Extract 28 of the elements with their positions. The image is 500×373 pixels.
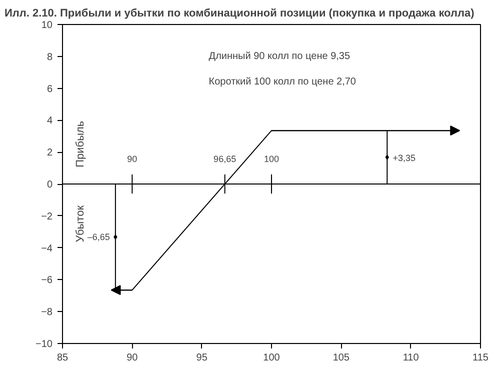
chart-title: Илл. 2.10. Прибыли и убытки по комбинационной позиции (покупка и продажа колла) (4, 8, 475, 20)
y-tick-label: 0 (46, 180, 53, 190)
y-tick-label: 2 (46, 148, 53, 159)
x-tick-label: 90 (126, 352, 138, 364)
y-tick-label: 4 (46, 116, 53, 127)
annotation: 100 (264, 154, 280, 164)
x-tick-label: 100 (263, 352, 280, 364)
y-axis-title: Прибыль (74, 120, 86, 168)
x-tick-label: 110 (402, 352, 420, 364)
y-tick-label: −4 (41, 243, 53, 254)
x-tick-label: 95 (196, 352, 208, 364)
annotation: 96,65 (214, 154, 236, 164)
x-tick-label: 105 (332, 352, 350, 364)
y-tick-label: 6 (46, 84, 53, 95)
annotation: +3,35 (392, 152, 416, 163)
y-tick-label: 10 (41, 20, 53, 31)
annotation: Короткий 100 колл по цене 2,70 (208, 76, 356, 88)
x-tick-label: 115 (472, 352, 489, 364)
annotation: 90 (127, 154, 138, 164)
y-tick-label: −2 (41, 211, 53, 222)
y-tick-label: −10 (36, 339, 53, 350)
y-tick-label: 8 (46, 52, 53, 63)
y-tick-label: −6 (41, 275, 53, 286)
x-tick-label: 85 (56, 352, 68, 364)
y2-axis-title: Убыток (74, 205, 86, 242)
annotation: Длинный 90 колл по цене 9,35 (208, 50, 350, 62)
y-tick-label: −8 (41, 307, 53, 318)
annotation: –6,65 (87, 232, 110, 242)
